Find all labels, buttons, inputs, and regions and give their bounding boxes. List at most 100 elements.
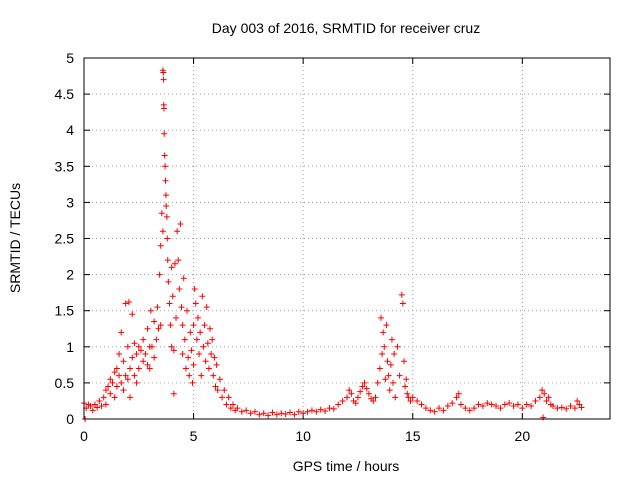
- data-point: [388, 336, 395, 343]
- y-tick-label: 0: [66, 411, 74, 427]
- data-point: [386, 387, 393, 394]
- data-point: [391, 351, 398, 358]
- data-point: [213, 361, 220, 368]
- data-point: [207, 325, 214, 332]
- data-point: [457, 401, 464, 408]
- data-point: [162, 177, 169, 184]
- data-point: [156, 271, 163, 278]
- data-point: [177, 221, 184, 228]
- data-point: [199, 293, 206, 300]
- data-point: [116, 372, 123, 379]
- data-point: [398, 291, 405, 298]
- data-point: [287, 409, 294, 416]
- data-point: [462, 405, 469, 412]
- x-tick-label: 0: [80, 428, 88, 444]
- data-point: [162, 192, 169, 199]
- y-tick-label: 0.5: [55, 375, 75, 391]
- data-point: [159, 228, 166, 235]
- data-point: [129, 311, 136, 318]
- data-point: [300, 410, 307, 417]
- data-point: [219, 394, 226, 401]
- data-point: [484, 400, 491, 407]
- y-axis-label: SRMTID / TECUs: [7, 183, 23, 293]
- data-point: [147, 307, 154, 314]
- data-point: [111, 394, 118, 401]
- chart-title: Day 003 of 2016, SRMTID for receiver cru…: [212, 20, 480, 36]
- data-point: [374, 379, 381, 386]
- data-point: [385, 372, 392, 379]
- data-point: [144, 325, 151, 332]
- data-point: [322, 408, 329, 415]
- data-point: [161, 152, 168, 159]
- data-point: [122, 300, 129, 307]
- data-point: [354, 394, 361, 401]
- data-point: [113, 365, 120, 372]
- data-point: [133, 351, 140, 358]
- data-point: [399, 300, 406, 307]
- data-point: [201, 322, 208, 329]
- data-point: [221, 387, 228, 394]
- data-point: [107, 390, 114, 397]
- data-point: [501, 401, 508, 408]
- data-point: [173, 314, 180, 321]
- data-point: [541, 390, 548, 397]
- data-point: [202, 358, 209, 365]
- data-point: [164, 235, 171, 242]
- y-tick-label: 4.5: [55, 86, 75, 102]
- data-point: [188, 347, 195, 354]
- gridlines: [84, 58, 610, 419]
- data-point: [403, 376, 410, 383]
- data-point: [260, 410, 267, 417]
- data-point: [493, 403, 500, 410]
- data-point: [153, 336, 160, 343]
- data-point: [238, 408, 245, 415]
- data-point: [198, 372, 205, 379]
- data-point: [377, 314, 384, 321]
- data-point: [514, 401, 521, 408]
- data-point: [449, 400, 456, 407]
- data-point: [326, 405, 333, 412]
- data-point: [102, 401, 109, 408]
- data-point: [431, 408, 438, 415]
- data-point: [567, 403, 574, 410]
- data-point: [205, 365, 212, 372]
- data-point: [363, 385, 370, 392]
- data-point: [394, 343, 401, 350]
- data-point: [479, 403, 486, 410]
- data-point: [129, 354, 136, 361]
- data-point: [243, 407, 250, 414]
- data-point: [227, 405, 234, 412]
- data-point: [120, 387, 127, 394]
- data-point: [381, 343, 388, 350]
- data-point: [404, 390, 411, 397]
- data-point: [313, 408, 320, 415]
- data-point: [163, 203, 170, 210]
- data-point: [209, 336, 216, 343]
- data-point: [131, 372, 138, 379]
- data-point: [558, 404, 565, 411]
- data-point: [196, 351, 203, 358]
- data-point: [390, 379, 397, 386]
- data-point: [295, 408, 302, 415]
- data-point: [197, 329, 204, 336]
- data-point: [174, 228, 181, 235]
- data-point: [554, 405, 561, 412]
- data-point: [510, 403, 517, 410]
- data-point: [142, 351, 149, 358]
- data-point: [488, 401, 495, 408]
- data-point: [392, 394, 399, 401]
- data-point: [330, 405, 337, 412]
- data-point: [164, 257, 171, 264]
- x-tick-label: 15: [405, 428, 421, 444]
- data-point: [571, 405, 578, 412]
- axis-ticks: 0 0.5 1 1.5 2 2.5 3 3.5 4 4.5 5 0 5 10 15 20: [55, 50, 610, 444]
- data-point: [146, 365, 153, 372]
- data-point: [230, 401, 237, 408]
- data-point: [539, 387, 546, 394]
- data-point: [107, 376, 114, 383]
- data-point: [282, 410, 289, 417]
- y-tick-label: 3: [66, 194, 74, 210]
- data-point: [133, 379, 140, 386]
- data-point: [151, 318, 158, 325]
